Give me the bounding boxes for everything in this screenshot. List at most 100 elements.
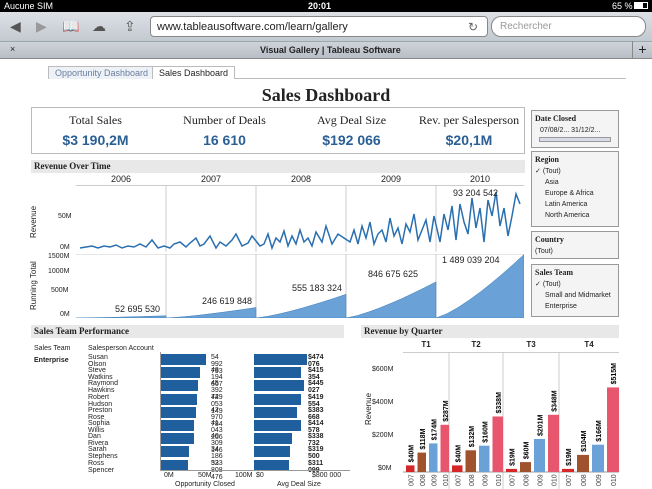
tab-title[interactable]: Visual Gallery | Tableau Software	[260, 45, 401, 55]
avg-deal-bar[interactable]	[254, 393, 302, 405]
chevron-right-icon: ▶	[36, 18, 47, 34]
salesperson-name: Sarah Stephens	[88, 446, 118, 461]
team-option[interactable]: Enterprise	[545, 303, 577, 310]
quarter-bar[interactable]	[492, 416, 504, 473]
run-tick: 0M	[60, 311, 70, 318]
quarter-bar-label: $174M	[431, 419, 438, 441]
year-label: 2007	[200, 174, 222, 184]
opportunity-value: 41 043 266	[211, 420, 223, 441]
running-area	[165, 307, 257, 318]
quarter-ytick: $400M	[372, 399, 394, 406]
quarter-bar[interactable]	[465, 450, 477, 472]
book-icon: 📖	[62, 18, 80, 34]
quarter-bar[interactable]	[534, 439, 545, 472]
opportunity-bar[interactable]	[161, 393, 198, 405]
new-tab-button[interactable]: +	[632, 41, 652, 58]
cloud-button[interactable]: ☁	[92, 19, 106, 33]
search-input[interactable]: Rechercher	[491, 16, 646, 37]
kpi-total-sales: Total Sales $3 190,2M	[34, 113, 157, 148]
rev-tick: 50M	[58, 213, 72, 220]
run-tick: 500M	[51, 287, 69, 294]
opportunity-bar[interactable]	[161, 367, 202, 379]
quarter-header: T1 T2 T3 T4	[403, 340, 619, 353]
salesperson-name: Susan Olson	[88, 354, 108, 368]
running-label: 846 675 625	[368, 269, 419, 279]
back-button[interactable]: ◀	[10, 19, 21, 33]
region-filter[interactable]: Region ✓ (Tout) Asia Europe & Africa Lat…	[531, 151, 619, 227]
opportunity-bar[interactable]	[161, 420, 196, 431]
quarter-label: T1	[421, 340, 431, 349]
quarter-bar[interactable]	[607, 387, 619, 472]
region-option[interactable]: Asia	[545, 179, 559, 186]
date-to[interactable]: 31/12/2...	[571, 127, 601, 134]
salesperson-name: Steve Watkins	[88, 367, 113, 382]
quarter-bar-label: $338M	[496, 392, 503, 414]
avg-deal-bar[interactable]	[254, 459, 289, 471]
quarter-bar[interactable]	[506, 468, 517, 472]
region-option[interactable]: North America	[545, 212, 590, 219]
quarter-bar[interactable]	[429, 443, 438, 472]
quarter-bar[interactable]	[452, 465, 463, 472]
opportunity-bar[interactable]	[161, 459, 190, 471]
kpi-label: Number of Deals	[183, 113, 266, 127]
quarter-bar[interactable]	[406, 465, 415, 472]
date-from[interactable]: 07/08/2...	[540, 127, 570, 134]
avg-deal-bar[interactable]	[254, 354, 308, 365]
avg-deal-bar[interactable]	[254, 446, 290, 458]
country-filter[interactable]: Country (Tout)	[531, 231, 619, 259]
quarter-bar[interactable]	[479, 445, 490, 472]
team-option[interactable]: Small and Midmarket	[545, 292, 611, 299]
quarter-bar[interactable]	[577, 454, 589, 472]
opportunity-bar[interactable]	[161, 380, 199, 392]
run-tick: 1500M	[48, 253, 70, 260]
reload-icon[interactable]: ↻	[468, 20, 479, 34]
opportunity-bar[interactable]	[161, 406, 197, 418]
region-option[interactable]: ✓ (Tout)	[535, 168, 561, 175]
status-bar: Aucune SIM 20:01 65 %	[0, 0, 652, 12]
axis2-tick: $800 000	[312, 472, 342, 479]
peak-label: 93 204 542	[453, 188, 499, 198]
forward-button[interactable]: ▶	[36, 19, 47, 33]
tab-opportunity-dashboard[interactable]: Opportunity Dashboard	[48, 66, 156, 79]
avg-deal-bar[interactable]	[254, 380, 305, 392]
opportunity-bar[interactable]	[161, 446, 190, 458]
avg-deal-bar[interactable]	[254, 406, 298, 418]
year-label: 2008	[290, 174, 312, 184]
opportunity-bar[interactable]	[161, 433, 195, 445]
kpi-avg-deal-size: Avg Deal Size $192 066	[290, 113, 413, 148]
date-closed-filter[interactable]: Date Closed 07/08/2... 31/12/2...	[531, 110, 619, 148]
quarter-bar[interactable]	[440, 424, 450, 472]
running-label: 52 695 530	[115, 304, 161, 314]
country-value[interactable]: (Tout)	[535, 248, 553, 255]
avg-deal-bar[interactable]	[254, 367, 301, 379]
quarter-bar[interactable]	[520, 462, 531, 472]
team-option[interactable]: ✓ (Tout)	[535, 281, 561, 288]
opportunity-bar[interactable]	[161, 354, 207, 365]
tab-sales-dashboard[interactable]: Sales Dashboard	[152, 66, 236, 79]
share-button[interactable]: ⇪	[124, 19, 136, 33]
bookmarks-button[interactable]: 📖	[62, 19, 79, 33]
year-tick-label: 008	[469, 474, 476, 486]
date-slider[interactable]	[539, 137, 611, 142]
region-option[interactable]: Europe & Africa	[545, 190, 594, 197]
avg-deal-bar[interactable]	[254, 420, 301, 431]
quarter-bar[interactable]	[562, 468, 574, 472]
region-option[interactable]: Latin America	[545, 201, 588, 208]
revenue-quarter-title: Revenue by Quarter	[361, 325, 619, 338]
quarter-bar-label: $40M	[408, 445, 415, 463]
year-label: 2010	[469, 174, 491, 184]
chevron-left-icon: ◀	[10, 18, 21, 34]
avg-deal-value: $338 732	[308, 433, 324, 448]
kpi-value: $3 190,2M	[62, 132, 129, 148]
sales-team-filter[interactable]: Sales Team ✓ (Tout) Small and Midmarket …	[531, 264, 619, 317]
quarter-bar[interactable]	[548, 414, 559, 472]
avg-deal-bar[interactable]	[254, 433, 293, 445]
salesperson-name: Raymond Hawkins	[88, 380, 118, 395]
kpi-panel	[31, 107, 525, 154]
url-field[interactable]: www.tableausoftware.com/learn/gallery	[150, 16, 488, 37]
quarter-bar[interactable]	[592, 444, 604, 472]
tab-bar: × Visual Gallery | Tableau Software +	[0, 41, 652, 59]
close-tab-icon[interactable]: ×	[10, 44, 16, 54]
share-icon: ⇪	[124, 18, 136, 34]
quarter-bar[interactable]	[417, 452, 427, 472]
